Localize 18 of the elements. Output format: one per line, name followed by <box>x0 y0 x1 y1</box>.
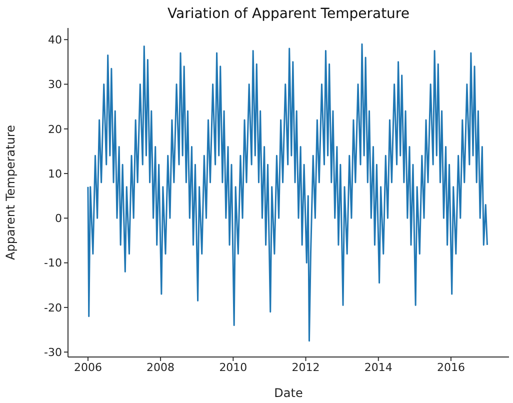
x-tick-label: 2016 <box>436 360 465 374</box>
x-tick-label: 2008 <box>146 360 175 374</box>
y-tick-label: 0 <box>55 212 62 226</box>
line-series <box>87 43 488 342</box>
x-tick-label: 2010 <box>219 360 248 374</box>
y-tick-label: -20 <box>44 301 62 314</box>
y-tick-label: 30 <box>48 78 62 92</box>
y-axis-title: Apparent Temperature <box>3 125 18 260</box>
x-tick-label: 2014 <box>364 360 392 374</box>
x-axis-title: Date <box>274 386 303 400</box>
y-tick-label: -10 <box>44 256 62 270</box>
chart-title: Variation of Apparent Temperature <box>166 6 410 22</box>
x-tick-label: 2012 <box>292 360 320 374</box>
y-tick-label: 10 <box>48 167 62 180</box>
y-tick-label: 40 <box>48 34 62 47</box>
x-tick-label: 2006 <box>74 360 102 374</box>
y-tick-label: 20 <box>48 122 62 136</box>
y-tick-label: -30 <box>44 346 62 359</box>
